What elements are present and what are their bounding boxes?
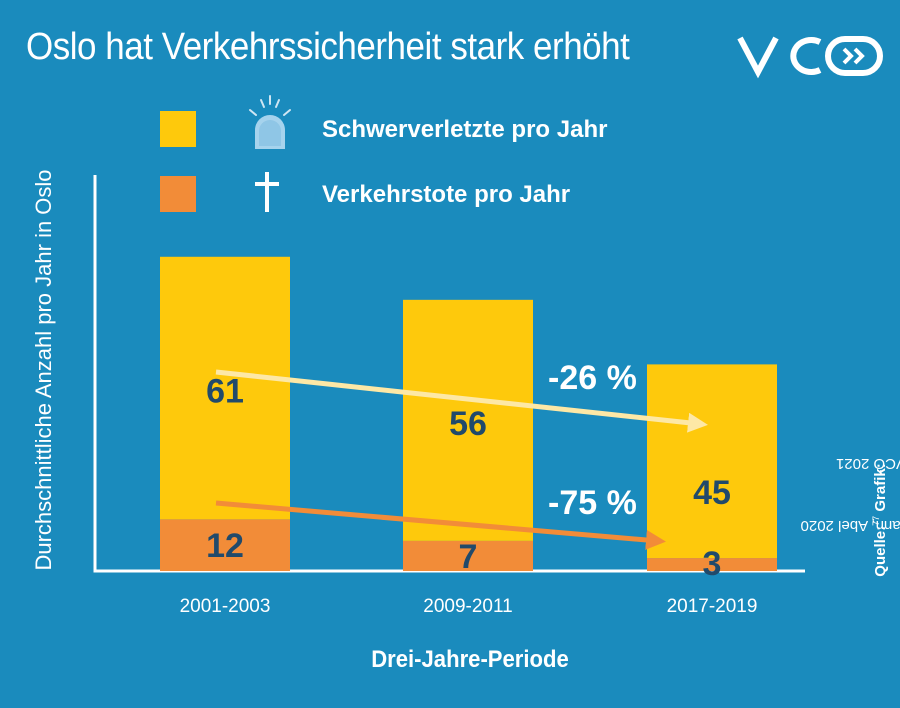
data-label-deaths-2009-2011: 7 (459, 538, 478, 576)
vco-logo (737, 36, 883, 79)
x-tick-label-2017-2019: 2017-2019 (667, 596, 758, 617)
x-tick-label-2009-2011: 2009-2011 (423, 596, 512, 617)
bar-injuries-2009-2011 (403, 299, 533, 541)
bar-injuries-2001-2003 (160, 256, 290, 520)
legend-label-injuries: Schwerverletzte pro Jahr (322, 116, 608, 143)
bar-injuries-2017-2019 (647, 364, 777, 559)
annotation-injuries-change: -26 % (548, 359, 637, 397)
legend-swatch-deaths (160, 176, 196, 212)
x-tick-label-2001-2003: 2001-2003 (180, 596, 271, 617)
siren-icon (249, 95, 291, 149)
trend-arrow-deaths (215, 500, 666, 550)
bar-deaths-2017-2019 (647, 558, 777, 571)
data-label-injuries-2009-2011: 56 (449, 405, 487, 443)
data-label-deaths-2001-2003: 12 (206, 527, 244, 565)
trend-arrow-injuries (215, 369, 708, 433)
legend-swatch-injuries (160, 111, 196, 147)
data-label-injuries-2017-2019: 45 (693, 474, 731, 512)
x-axis-title: Drei-Jahre-Periode (371, 646, 569, 673)
chart-title: Oslo hat Verkehrssicherheit stark erhöht (26, 26, 630, 68)
data-label-deaths-2017-2019: 3 (703, 545, 722, 583)
data-label-injuries-2001-2003: 61 (206, 373, 244, 411)
bar-deaths-2001-2003 (160, 519, 290, 571)
cross-icon (255, 172, 279, 212)
legend-label-deaths: Verkehrstote pro Jahr (322, 181, 571, 208)
annotation-deaths-change: -75 % (548, 484, 637, 522)
bar-deaths-2009-2011 (403, 540, 533, 571)
